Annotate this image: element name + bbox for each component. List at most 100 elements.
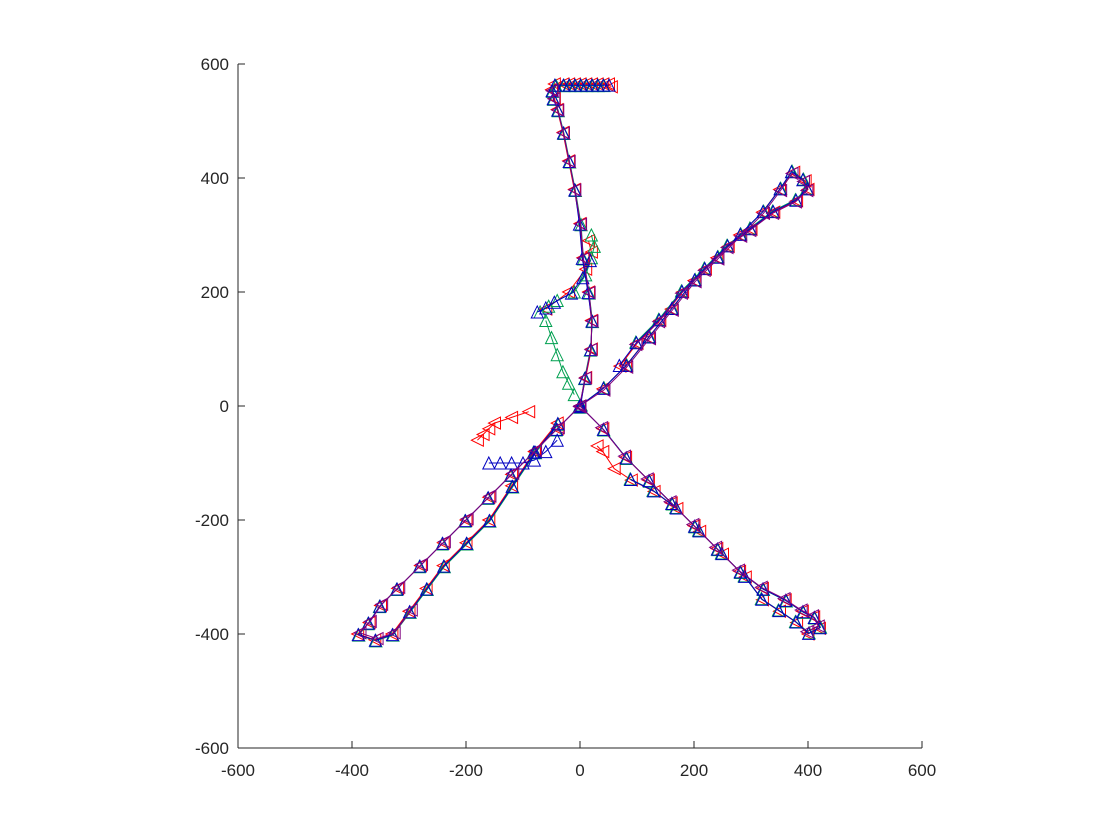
- data-point-marker: [544, 83, 559, 98]
- data-point-marker: [594, 420, 609, 435]
- data-point-marker: [562, 154, 576, 169]
- data-point-marker: [550, 103, 565, 117]
- data-point-marker: [674, 286, 688, 300]
- data-point-marker: [617, 449, 631, 463]
- data-point-marker: [709, 250, 724, 265]
- data-point-marker: [505, 466, 520, 481]
- series-4-line-4: [359, 405, 581, 640]
- x-tick-label: 0: [575, 761, 584, 780]
- series-4-line-2: [579, 172, 808, 407]
- data-point-marker: [404, 603, 418, 617]
- series-4: [352, 83, 825, 646]
- x-tick-label: 400: [794, 761, 822, 780]
- data-point-marker: [698, 262, 712, 277]
- data-point-marker: [547, 295, 562, 309]
- data-point-marker: [805, 608, 820, 623]
- data-point-marker: [710, 252, 725, 266]
- data-point-marker: [504, 410, 519, 425]
- data-point-marker: [596, 422, 611, 436]
- data-point-marker: [576, 270, 590, 285]
- data-point-marker: [733, 564, 747, 579]
- data-point-marker: [546, 91, 561, 106]
- data-point-marker: [642, 331, 657, 346]
- data-point-marker: [731, 563, 745, 577]
- y-tick-label: 0: [220, 397, 229, 416]
- series-4-line-1: [551, 90, 593, 407]
- data-point-marker: [772, 604, 786, 619]
- data-point-marker: [482, 513, 497, 528]
- data-point-marker: [504, 455, 519, 470]
- data-point-marker: [390, 581, 404, 596]
- data-point-marker: [738, 570, 752, 584]
- data-point-marker: [564, 286, 579, 300]
- data-point-marker: [556, 364, 570, 379]
- data-point-marker: [351, 627, 366, 642]
- data-point-marker: [546, 91, 561, 106]
- data-point-marker: [402, 604, 417, 619]
- data-point-marker: [624, 473, 638, 487]
- data-point-marker: [567, 284, 582, 299]
- data-point-marker: [646, 483, 661, 498]
- data-point-marker: [796, 604, 810, 619]
- data-point-marker: [470, 433, 484, 448]
- data-point-marker: [692, 523, 706, 538]
- y-tick-label: -400: [195, 625, 229, 644]
- data-point-marker: [567, 183, 582, 197]
- data-point-marker: [481, 455, 496, 470]
- data-point-marker: [719, 240, 734, 255]
- data-point-marker: [664, 496, 679, 510]
- data-point-marker: [578, 370, 592, 385]
- data-point-marker: [572, 399, 587, 413]
- data-point-marker: [374, 597, 389, 612]
- x-tick-label: -600: [221, 761, 255, 780]
- data-point-marker: [788, 195, 802, 209]
- data-point-marker: [556, 125, 571, 140]
- data-point-marker: [799, 624, 814, 639]
- data-point-marker: [766, 205, 781, 220]
- data-point-marker: [754, 580, 768, 595]
- data-point-marker: [584, 227, 599, 242]
- data-point-marker: [458, 513, 473, 528]
- data-point-marker: [756, 206, 771, 221]
- data-point-marker: [414, 557, 429, 572]
- data-point-marker: [685, 517, 700, 532]
- data-point-marker: [688, 274, 702, 289]
- data-point-marker: [765, 206, 780, 221]
- data-point-marker: [567, 387, 582, 402]
- data-point-marker: [776, 591, 791, 606]
- data-point-marker: [437, 534, 451, 549]
- data-point-marker: [373, 598, 387, 613]
- data-point-marker: [573, 217, 588, 231]
- data-point-marker: [742, 223, 757, 238]
- data-point-marker: [662, 494, 677, 509]
- data-point-marker: [550, 347, 565, 362]
- data-point-marker: [619, 450, 633, 465]
- data-point-marker: [562, 154, 576, 168]
- series-3-line-1: [551, 84, 610, 406]
- data-point-marker: [796, 174, 810, 189]
- data-point-marker: [692, 524, 707, 539]
- data-point-marker: [538, 444, 553, 459]
- data-point-marker: [583, 253, 598, 268]
- data-point-marker: [778, 593, 793, 607]
- series-2-line-3: [545, 320, 575, 395]
- y-ticks: -600 -400 -200 0 200 400 600: [195, 55, 245, 758]
- data-point-marker: [721, 239, 735, 254]
- y-tick-label: -200: [195, 511, 229, 530]
- data-point-marker: [640, 472, 654, 486]
- data-point-marker: [583, 342, 598, 357]
- data-point-marker: [527, 453, 542, 467]
- data-point-marker: [813, 620, 827, 635]
- data-point-marker: [642, 473, 656, 488]
- data-point-marker: [561, 376, 576, 390]
- data-point-marker: [475, 427, 490, 442]
- data-point-marker: [595, 382, 610, 396]
- data-point-marker: [568, 182, 582, 197]
- data-point-marker: [352, 626, 367, 640]
- data-point-marker: [589, 439, 604, 453]
- x-tick-label: 600: [908, 761, 936, 780]
- y-tick-label: 200: [201, 283, 229, 302]
- data-point-marker: [538, 313, 553, 327]
- data-point-marker: [784, 166, 799, 181]
